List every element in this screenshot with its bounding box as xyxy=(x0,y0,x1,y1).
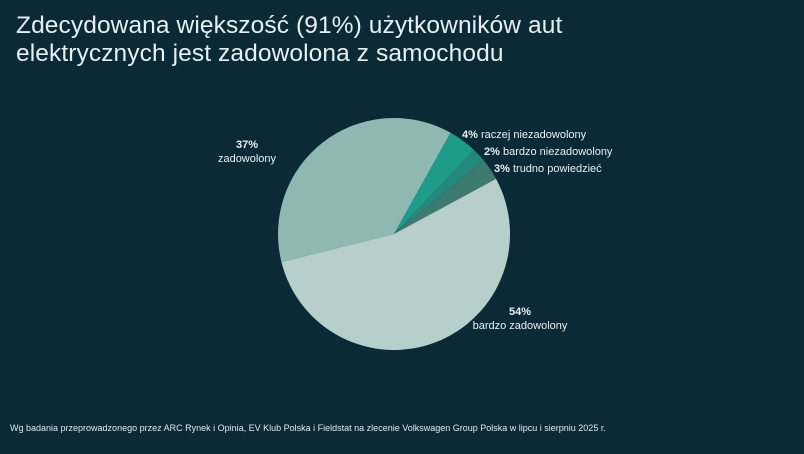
label-bardzo-zadowolony: 54% bardzo zadowolony xyxy=(472,306,568,332)
pie-slice-zadowolony xyxy=(278,118,451,263)
label-zadowolony-pct: 37% xyxy=(235,139,259,151)
label-bardzo-niezadowolony: 2% bardzo niezadowolony xyxy=(484,146,613,158)
pie-slice-bardzo-niezadowolony xyxy=(394,149,484,234)
label-trudno-powiedziec: 3% trudno powiedzieć xyxy=(494,163,602,175)
chart-title: Zdecydowana większość (91%) użytkowników… xyxy=(16,12,636,68)
pie-slice-trudno-powiedzieć xyxy=(394,160,497,234)
title-line-2: elektrycznych jest zadowolona z samochod… xyxy=(16,40,504,67)
title-line-1: Zdecydowana większość (91%) użytkowników… xyxy=(16,12,563,39)
source-footnote: Wg badania przeprowadzonego przez ARC Ry… xyxy=(10,423,606,433)
label-zadowolony-text: zadowolony xyxy=(217,153,277,165)
label-raczej-niezadowolony: 4% raczej niezadowolony xyxy=(462,129,587,141)
pie-slice-raczej-niezadowolony xyxy=(394,132,474,234)
label-zadowolony: 37% zadowolony xyxy=(212,138,282,166)
pie-slice-bardzo-zadowolony xyxy=(281,178,511,351)
